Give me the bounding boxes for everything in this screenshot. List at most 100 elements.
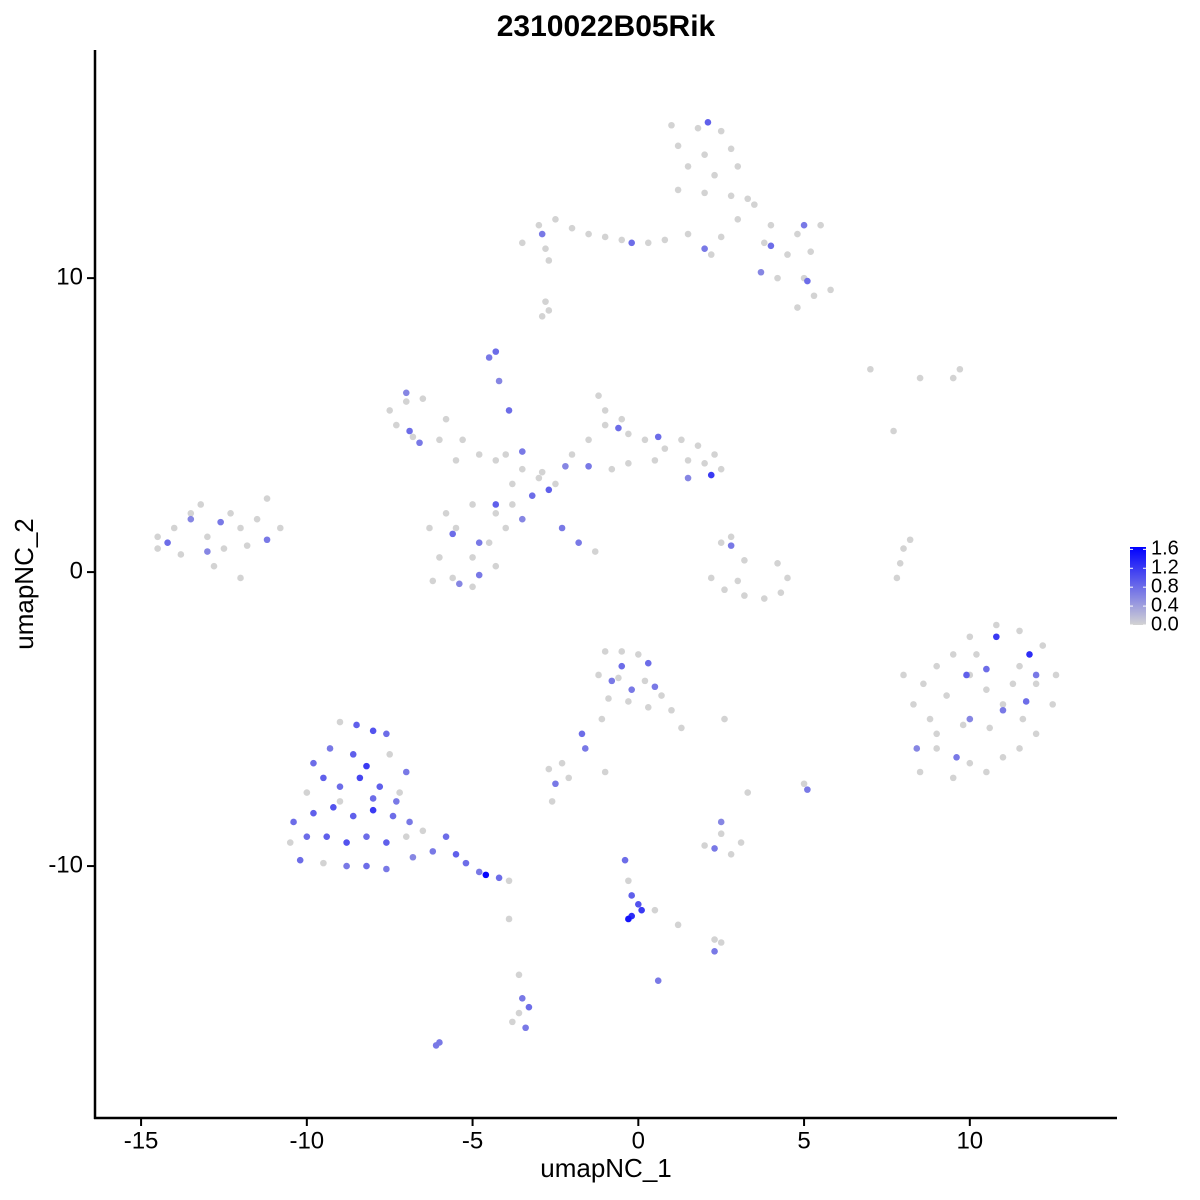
point [492, 501, 500, 508]
point [518, 239, 526, 247]
point [777, 589, 785, 596]
point [910, 701, 917, 708]
point [217, 518, 224, 526]
point [552, 480, 559, 488]
point [1039, 642, 1047, 649]
point [353, 721, 360, 729]
point [263, 536, 271, 544]
point [601, 421, 609, 429]
point [310, 759, 317, 767]
point [727, 851, 735, 858]
point [717, 233, 725, 241]
point [492, 348, 500, 355]
point [1016, 745, 1023, 752]
point [717, 939, 725, 946]
point [591, 548, 599, 555]
point [482, 871, 490, 879]
colorbar-tick-label: 0.8 [1151, 575, 1179, 597]
point [509, 480, 516, 488]
point [558, 524, 566, 532]
point [505, 877, 513, 885]
point [774, 559, 781, 567]
point [711, 845, 718, 852]
point [277, 524, 284, 532]
point [784, 251, 791, 258]
point [429, 577, 437, 585]
point [402, 389, 410, 397]
point [668, 121, 675, 129]
point [363, 762, 370, 770]
point [290, 818, 297, 826]
point [336, 798, 344, 805]
point [525, 1003, 533, 1011]
point [727, 533, 735, 541]
point [154, 533, 161, 541]
point [767, 221, 775, 229]
point [459, 436, 466, 444]
point [419, 395, 427, 402]
point [562, 462, 569, 470]
point [1009, 680, 1017, 688]
points [154, 119, 1060, 1049]
point [794, 304, 801, 311]
point [734, 216, 742, 223]
y-tick-label: 0 [70, 557, 83, 584]
point [1016, 662, 1023, 670]
point [462, 859, 470, 867]
point [469, 554, 476, 561]
point [628, 239, 635, 247]
point [625, 460, 632, 467]
point [386, 407, 393, 414]
point [707, 251, 715, 258]
point [635, 651, 642, 658]
point [1032, 730, 1040, 738]
point [707, 574, 715, 582]
point [701, 842, 708, 849]
point [204, 533, 211, 541]
colorbar-tick-label: 1.6 [1151, 538, 1179, 560]
point [581, 745, 589, 752]
point [701, 245, 708, 253]
point [717, 465, 725, 473]
point [475, 451, 483, 458]
point [389, 812, 397, 820]
point [585, 462, 592, 470]
point [578, 730, 586, 738]
point [1052, 671, 1060, 679]
point [1016, 627, 1023, 635]
point [220, 545, 228, 552]
point [492, 509, 500, 517]
point [804, 786, 811, 793]
point [429, 848, 437, 855]
point [601, 648, 609, 655]
point [983, 665, 990, 673]
point [890, 427, 897, 435]
point [734, 577, 742, 585]
point [545, 486, 553, 494]
point [492, 562, 500, 570]
point [966, 759, 974, 767]
point [565, 774, 573, 782]
point [406, 818, 413, 826]
point [654, 977, 662, 985]
point [416, 439, 423, 447]
point [320, 774, 327, 782]
point [661, 236, 669, 244]
point [949, 651, 957, 658]
point [751, 201, 758, 208]
point [608, 677, 616, 685]
point [343, 839, 350, 846]
point [456, 580, 463, 588]
point [711, 451, 718, 458]
point [999, 701, 1007, 708]
point [469, 501, 476, 508]
point [717, 830, 725, 838]
point [518, 515, 526, 523]
x-axis-title: umapNC_1 [540, 1153, 672, 1183]
point [263, 495, 271, 502]
point [237, 574, 244, 582]
point [177, 551, 185, 558]
point [1032, 671, 1040, 679]
point [509, 1018, 516, 1026]
